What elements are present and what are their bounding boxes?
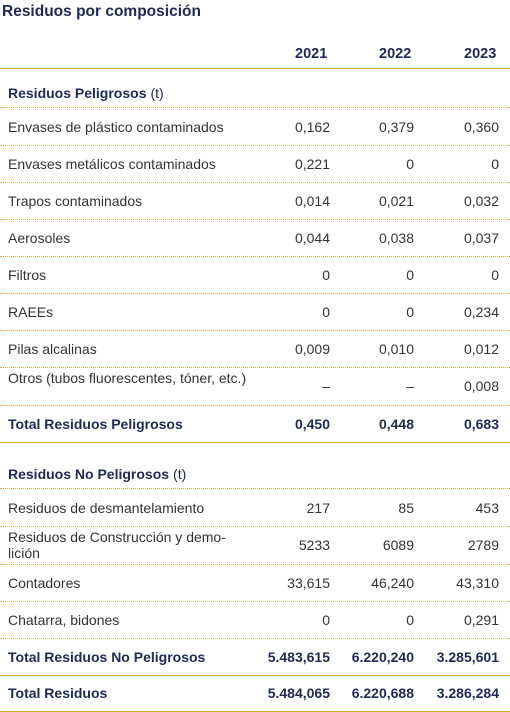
value-2021: 0 [322, 304, 330, 320]
value-2023: 0,234 [463, 304, 499, 320]
value-2021: 5.484,065 [267, 685, 330, 701]
value-2023: 0,683 [463, 416, 499, 432]
table-row: Otros (tubos fluorescentes, tóner, etc.)… [0, 367, 510, 406]
row-label: Aerosoles [8, 230, 71, 246]
year-2023: 2023 [464, 46, 497, 62]
table-row: Pilas alcalinas 0,009 0,010 0,012 [0, 330, 510, 368]
value-2023: 3.285,601 [436, 649, 499, 665]
value-2021: 0,221 [294, 156, 330, 172]
section-non-hazardous-unit: (t) [173, 466, 187, 482]
table-row: RAEEs 0 0 0,234 [0, 293, 510, 331]
table-row: Envases de plástico contaminados 0,162 0… [0, 108, 510, 146]
value-2022: 85 [398, 500, 414, 516]
value-2023: 0,291 [463, 612, 499, 628]
value-2023: 0,037 [463, 230, 499, 246]
section-hazardous: Residuos Peligrosos (t) [0, 79, 510, 108]
value-2021: 33,615 [287, 575, 330, 591]
row-label: Total Residuos No Peligrosos [8, 649, 206, 665]
value-2023: 2789 [467, 537, 499, 553]
row-label: Envases metálicos contaminados [8, 156, 216, 172]
value-2022: 0,448 [378, 416, 414, 432]
value-2021: 0 [322, 612, 330, 628]
value-2022: 0,021 [378, 193, 414, 209]
value-2021: 5.483,615 [267, 649, 330, 665]
value-2022: 0,038 [378, 230, 414, 246]
value-2022: – [406, 378, 414, 394]
total-row-non-hazardous: Total Residuos No Peligrosos 5.483,615 6… [0, 638, 510, 676]
section-non-hazardous-title: Residuos No Peligrosos [8, 466, 170, 482]
section-hazardous-title: Residuos Peligrosos [8, 85, 147, 101]
row-label: RAEEs [8, 304, 54, 320]
value-2022: 0,379 [378, 119, 414, 135]
value-2023: 0 [491, 156, 499, 172]
value-2022: 6.220,240 [351, 649, 414, 665]
total-row-hazardous: Total Residuos Peligrosos 0,450 0,448 0,… [0, 405, 510, 443]
value-2021: 5233 [298, 537, 330, 553]
value-2023: 0,012 [463, 341, 499, 357]
value-2023: 0,032 [463, 193, 499, 209]
row-label: Envases de plástico contaminados [8, 119, 224, 135]
table-row: Filtros 0 0 0 [0, 256, 510, 294]
value-2022: 46,240 [371, 575, 414, 591]
year-2021: 2021 [295, 46, 328, 62]
value-2023: 3.286,284 [436, 685, 499, 701]
row-label: Residuos de Construcción y demo-lición [8, 529, 226, 561]
value-2023: 0 [491, 267, 499, 283]
value-2021: – [322, 378, 330, 394]
row-label: Pilas alcalinas [8, 341, 97, 357]
value-2021: 0,450 [294, 416, 330, 432]
table-row: Residuos de desmantelamiento 217 85 453 [0, 489, 510, 527]
table-row: Aerosoles 0,044 0,038 0,037 [0, 219, 510, 257]
row-label: Chatarra, bidones [8, 612, 120, 628]
value-2023: 0,360 [463, 119, 499, 135]
row-label: Contadores [8, 575, 81, 591]
value-2021: 0,014 [294, 193, 330, 209]
row-label: Residuos de desmantelamiento [8, 500, 205, 516]
value-2022: 0 [406, 304, 414, 320]
value-2023: 43,310 [456, 575, 499, 591]
value-2023: 0,008 [463, 378, 499, 394]
row-label: Total Residuos Peligrosos [8, 416, 183, 432]
value-2021: 0,044 [294, 230, 330, 246]
year-header: 2021 2022 2023 [0, 42, 510, 69]
table-row: Contadores 33,615 46,240 43,310 [0, 564, 510, 602]
section-non-hazardous: Residuos No Peligrosos (t) [0, 460, 510, 489]
section-hazardous-unit: (t) [150, 85, 164, 101]
table-row: Trapos contaminados 0,014 0,021 0,032 [0, 182, 510, 220]
row-label: Trapos contaminados [8, 193, 143, 209]
row-label: Otros (tubos fluorescentes, tóner, etc.) [8, 370, 247, 386]
value-2021: 217 [306, 500, 330, 516]
table-row: Chatarra, bidones 0 0 0,291 [0, 601, 510, 639]
value-2022: 6.220,688 [351, 685, 414, 701]
year-2022: 2022 [379, 46, 412, 62]
value-2022: 0 [406, 612, 414, 628]
value-2022: 6089 [382, 537, 414, 553]
row-label: Total Residuos [8, 685, 108, 701]
grand-total-row: Total Residuos 5.484,065 6.220,688 3.286… [0, 674, 510, 712]
value-2021: 0 [322, 267, 330, 283]
value-2022: 0,010 [378, 341, 414, 357]
value-2021: 0,009 [294, 341, 330, 357]
row-label: Filtros [8, 267, 47, 283]
table-row: Envases metálicos contaminados 0,221 0 0 [0, 145, 510, 183]
value-2023: 453 [475, 500, 499, 516]
table-row: Residuos de Construcción y demo-lición 5… [0, 526, 510, 565]
value-2021: 0,162 [294, 119, 330, 135]
value-2022: 0 [406, 267, 414, 283]
table-title: Residuos por composición [2, 3, 201, 20]
value-2022: 0 [406, 156, 414, 172]
